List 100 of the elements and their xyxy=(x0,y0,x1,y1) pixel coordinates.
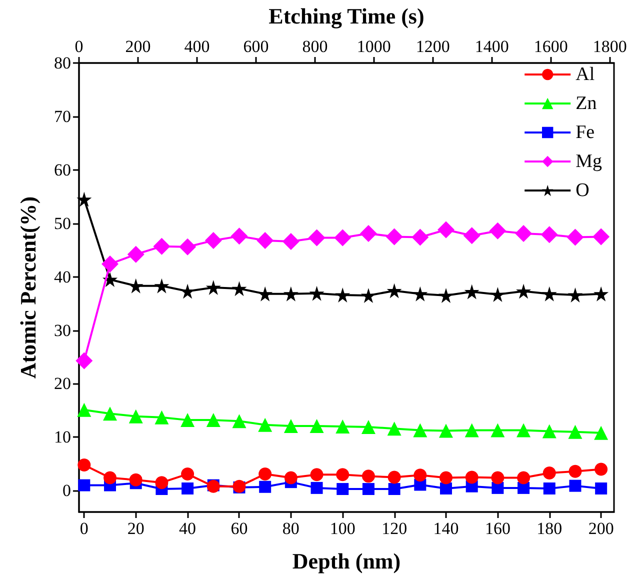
x-tick-label: 20 xyxy=(127,519,144,538)
point xyxy=(362,470,375,483)
y-axis-title: Atomic Percent(%) xyxy=(16,196,40,379)
point xyxy=(386,283,402,298)
point xyxy=(439,424,454,438)
point xyxy=(155,476,168,490)
point xyxy=(102,255,119,272)
x-tick-label: 0 xyxy=(80,519,88,538)
point xyxy=(463,227,480,244)
point xyxy=(413,423,428,438)
point xyxy=(543,482,556,494)
point xyxy=(258,418,272,432)
legend-label: O xyxy=(576,180,590,201)
point xyxy=(386,228,403,246)
x2-tick-label: 200 xyxy=(125,37,151,56)
point xyxy=(256,232,274,249)
y-tick-label: 80 xyxy=(54,54,71,72)
point xyxy=(180,413,195,428)
x-tick-label: 200 xyxy=(588,519,614,538)
point xyxy=(181,468,194,481)
point xyxy=(310,418,324,433)
point xyxy=(336,468,350,482)
y-tick-label: 30 xyxy=(54,320,71,340)
point xyxy=(104,471,117,484)
point xyxy=(540,226,558,244)
point xyxy=(76,352,93,370)
point xyxy=(387,422,402,436)
point xyxy=(360,288,376,304)
point xyxy=(361,420,376,434)
x2-tick-label: 1400 xyxy=(474,37,509,56)
point xyxy=(206,413,220,428)
point xyxy=(594,426,608,440)
point xyxy=(284,471,298,484)
point xyxy=(438,288,454,304)
point xyxy=(489,222,506,240)
point xyxy=(490,423,505,438)
point xyxy=(284,418,298,433)
point xyxy=(232,414,246,428)
point xyxy=(128,409,143,424)
point xyxy=(491,471,504,484)
point xyxy=(204,232,222,249)
legend-label: Mg xyxy=(576,151,602,172)
y-tick-label: 60 xyxy=(54,160,71,180)
x2-tick-label: 1000 xyxy=(356,37,391,56)
x-tick-label: 80 xyxy=(282,519,300,538)
point xyxy=(414,468,427,482)
point xyxy=(440,482,452,494)
point xyxy=(77,402,92,417)
point xyxy=(282,233,300,250)
point xyxy=(592,228,610,246)
point xyxy=(259,480,272,493)
point xyxy=(308,229,326,246)
point xyxy=(334,229,352,246)
point xyxy=(129,473,142,486)
x-tick-label: 120 xyxy=(382,519,408,538)
point xyxy=(566,228,584,246)
point xyxy=(127,246,144,263)
x-tick-label: 40 xyxy=(179,519,196,538)
point xyxy=(412,286,428,302)
point xyxy=(388,470,401,484)
x2-tick-label: 0 xyxy=(74,37,84,56)
x2-tick-label: 1800 xyxy=(592,37,627,56)
point xyxy=(464,284,480,300)
point xyxy=(542,286,557,302)
x-axis-title: Depth (nm) xyxy=(292,548,401,574)
point xyxy=(310,482,323,494)
point xyxy=(464,423,479,438)
x-tick-label: 180 xyxy=(536,519,562,538)
point xyxy=(206,280,221,295)
point xyxy=(76,192,92,207)
y-tick-label: 40 xyxy=(54,267,71,286)
point xyxy=(182,482,194,494)
point xyxy=(336,419,350,434)
x-tick-label: 140 xyxy=(433,519,459,538)
legend-label: Zn xyxy=(576,93,598,114)
x2-tick-label: 1600 xyxy=(534,37,568,56)
point xyxy=(516,423,531,438)
point xyxy=(569,480,582,492)
y-tick-label: 70 xyxy=(54,106,71,126)
x2-tick-label: 800 xyxy=(302,37,328,56)
point xyxy=(335,287,350,302)
point xyxy=(516,284,532,299)
x-tick-label: 160 xyxy=(484,519,510,538)
point xyxy=(362,483,374,496)
point xyxy=(258,468,272,481)
legend-label: Fe xyxy=(576,122,595,143)
legend-label: Al xyxy=(576,64,595,85)
point xyxy=(128,278,144,294)
point xyxy=(465,470,478,484)
point xyxy=(154,410,169,424)
point xyxy=(78,458,91,472)
x2-tick-label: 600 xyxy=(243,37,269,56)
point xyxy=(594,286,609,302)
point xyxy=(283,286,298,302)
point xyxy=(310,468,324,482)
point xyxy=(595,482,608,494)
point xyxy=(542,466,556,480)
point xyxy=(258,286,273,302)
y-tick-label: 0 xyxy=(62,481,71,500)
x2-axis-title: Etching Time (s) xyxy=(268,4,424,28)
